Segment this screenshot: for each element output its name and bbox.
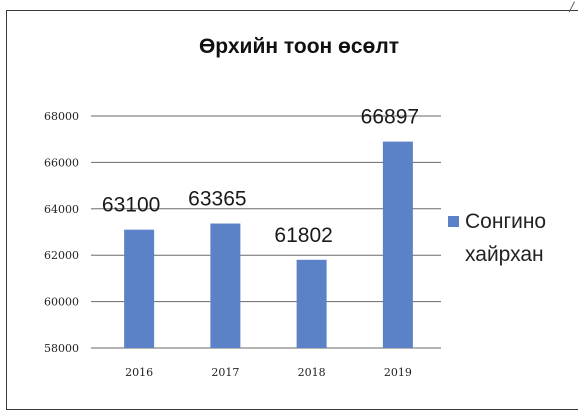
legend: Сонгино хайрхан xyxy=(448,210,546,266)
data-label: 63365 xyxy=(188,188,246,211)
x-axis-ticks: 2016 2017 2018 2019 xyxy=(125,366,412,379)
chart-title: Өрхийн тоон өсөлт xyxy=(199,35,399,58)
data-label: 66897 xyxy=(361,106,419,129)
y-tick-label: 62000 xyxy=(44,249,79,262)
y-tick-label: 66000 xyxy=(44,156,79,169)
x-tick-label: 2018 xyxy=(298,366,326,379)
legend-label-line-1: Сонгино xyxy=(465,210,546,233)
corner-mark: / xyxy=(569,0,574,15)
y-tick-label: 68000 xyxy=(44,110,79,123)
bar-2016 xyxy=(124,229,155,348)
bar-2018 xyxy=(296,259,327,348)
legend-label-line-2: хайрхан xyxy=(465,243,544,266)
y-tick-label: 60000 xyxy=(44,296,79,309)
legend-swatch xyxy=(448,216,459,227)
y-tick-label: 58000 xyxy=(44,342,79,355)
data-label: 63100 xyxy=(102,194,160,217)
y-tick-label: 64000 xyxy=(44,203,79,216)
x-tick-label: 2019 xyxy=(384,366,412,379)
data-labels: 63100 63365 61802 66897 xyxy=(102,106,419,247)
bars xyxy=(124,141,413,348)
bar-chart: Өрхийн тоон өсөлт 58000 60000 62000 64000 66… xyxy=(44,35,546,379)
x-tick-label: 2016 xyxy=(125,366,153,379)
bar-2019 xyxy=(382,141,413,348)
data-label: 61802 xyxy=(274,224,332,247)
x-tick-label: 2017 xyxy=(211,366,239,379)
y-axis-ticks: 58000 60000 62000 64000 66000 68000 xyxy=(44,110,79,355)
bar-2017 xyxy=(210,223,241,348)
chart-frame: Өрхийн тоон өсөлт 58000 60000 62000 64000 66… xyxy=(6,10,578,410)
